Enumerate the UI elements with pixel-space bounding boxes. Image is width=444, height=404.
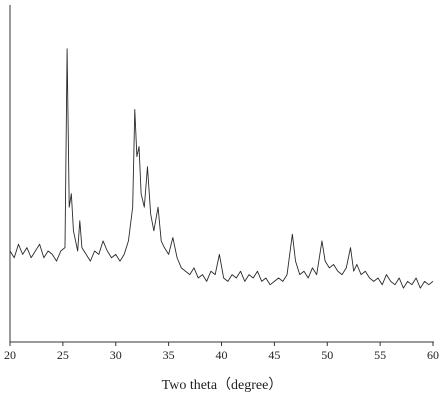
x-tick-label: 55 [374, 348, 386, 362]
data-line [9, 48, 434, 289]
x-tick-label: 50 [321, 348, 333, 362]
x-tick-label: 35 [163, 348, 175, 362]
x-tick-label: 60 [427, 348, 439, 362]
x-tick-label: 40 [216, 348, 228, 362]
x-tick-label: 45 [268, 348, 280, 362]
x-tick-label: 30 [110, 348, 122, 362]
x-tick-label: 20 [4, 348, 16, 362]
x-tick-label: 25 [57, 348, 69, 362]
x-axis-label: Two theta（degree） [162, 377, 283, 393]
